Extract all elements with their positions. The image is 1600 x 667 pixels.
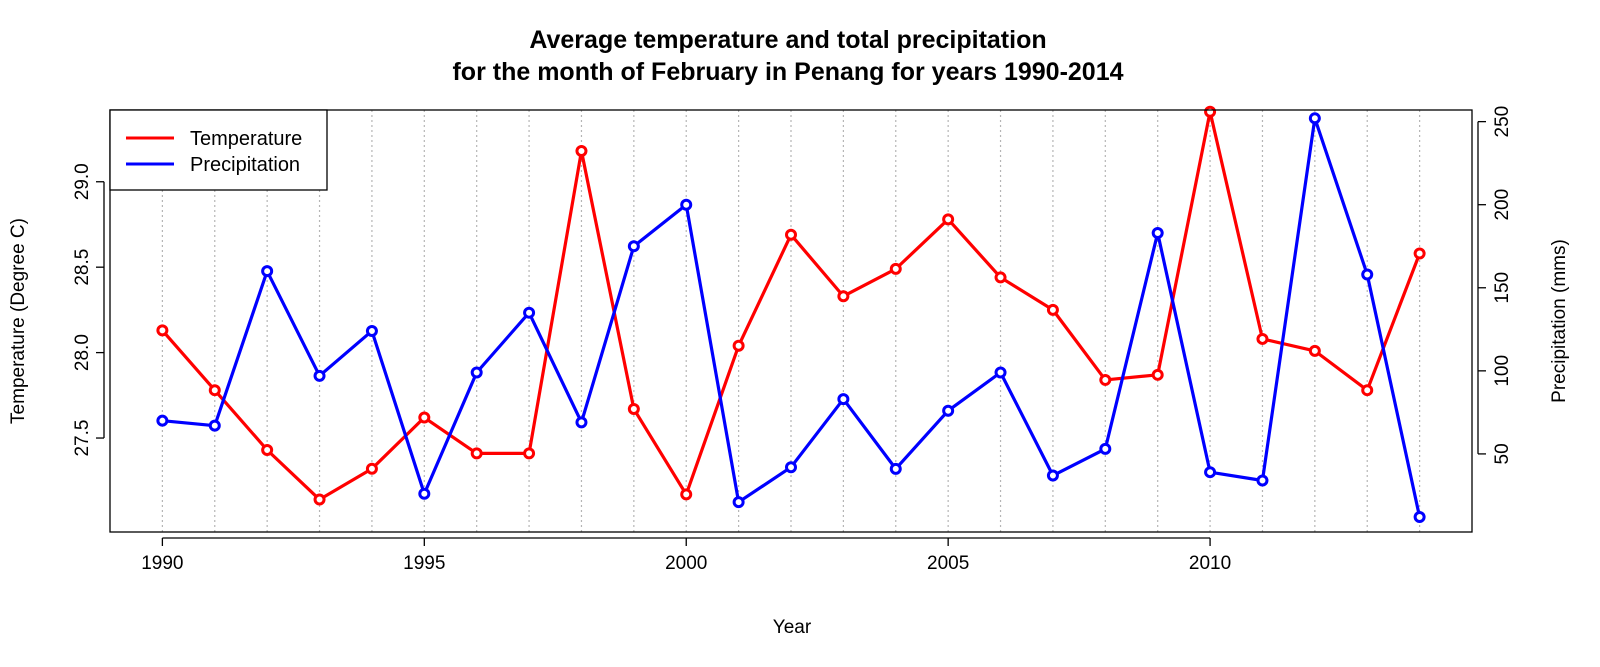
y-right-tick-label-250: 250 bbox=[1492, 106, 1513, 138]
x-tick-label-1990: 1990 bbox=[141, 553, 183, 574]
y-left-tick-label-28.5: 28.5 bbox=[72, 249, 93, 286]
point-precipitation-1991 bbox=[208, 419, 221, 432]
point-precipitation-1990 bbox=[156, 414, 169, 427]
y-axis-right: 50 100 150 200 250 bbox=[1477, 106, 1513, 464]
point-precipitation-1997 bbox=[523, 306, 536, 319]
point-precipitation-2005 bbox=[942, 404, 955, 417]
point-precipitation-2003 bbox=[837, 393, 850, 406]
x-tick-label-2005: 2005 bbox=[927, 553, 969, 574]
y-right-tick-label-200: 200 bbox=[1492, 189, 1513, 221]
point-temperature-2002 bbox=[785, 228, 797, 241]
point-precipitation-2013 bbox=[1361, 268, 1374, 281]
y-axis-right-label: Precipitation (mms) bbox=[1549, 239, 1570, 403]
point-precipitation-1999 bbox=[627, 240, 640, 253]
point-precipitation-1996 bbox=[470, 366, 483, 379]
point-temperature-1994 bbox=[365, 462, 378, 475]
point-precipitation-1995 bbox=[418, 487, 431, 500]
chart-title-line1: Average temperature and total precipitat… bbox=[529, 26, 1046, 54]
point-temperature-2009 bbox=[1151, 368, 1164, 381]
x-axis-label: Year bbox=[773, 617, 812, 638]
legend-label-temperature: Temperature bbox=[190, 128, 302, 150]
point-temperature-1995 bbox=[418, 411, 431, 424]
point-temperature-1997 bbox=[523, 447, 536, 460]
point-temperature-2001 bbox=[732, 339, 745, 352]
x-tick-label-2010: 2010 bbox=[1189, 553, 1231, 574]
point-temperature-2010 bbox=[1204, 105, 1217, 118]
point-temperature-2004 bbox=[889, 262, 902, 275]
point-precipitation-2006 bbox=[994, 366, 1007, 379]
point-temperature-2007 bbox=[1046, 303, 1059, 316]
y-right-tick-label-50: 50 bbox=[1492, 443, 1513, 464]
point-precipitation-1992 bbox=[261, 265, 274, 278]
point-precipitation-1993 bbox=[313, 369, 326, 382]
point-precipitation-2004 bbox=[889, 462, 902, 475]
point-temperature-1996 bbox=[470, 447, 483, 460]
legend-label-precipitation: Precipitation bbox=[190, 154, 300, 176]
point-precipitation-2001 bbox=[732, 496, 745, 509]
x-tick-label-1995: 1995 bbox=[403, 553, 445, 574]
series-group bbox=[156, 105, 1426, 524]
point-temperature-1999 bbox=[627, 402, 640, 415]
point-precipitation-2010 bbox=[1204, 466, 1217, 479]
point-temperature-2014 bbox=[1413, 247, 1426, 260]
point-precipitation-2012 bbox=[1308, 112, 1321, 125]
x-tick-label-2000: 2000 bbox=[665, 553, 707, 574]
point-temperature-2008 bbox=[1099, 373, 1112, 386]
point-precipitation-2008 bbox=[1099, 442, 1112, 455]
point-precipitation-2000 bbox=[680, 198, 693, 211]
point-precipitation-2002 bbox=[785, 461, 797, 474]
y-axis-left: 27.5 28.0 28.5 29.0 bbox=[72, 163, 105, 457]
y-right-tick-label-100: 100 bbox=[1492, 355, 1513, 387]
point-temperature-2003 bbox=[837, 290, 850, 303]
point-precipitation-1994 bbox=[365, 324, 378, 337]
point-precipitation-2009 bbox=[1151, 226, 1164, 239]
y-right-tick-label-150: 150 bbox=[1492, 272, 1513, 304]
point-temperature-1992 bbox=[261, 443, 274, 456]
point-temperature-2000 bbox=[680, 488, 693, 501]
legend-box bbox=[109, 109, 328, 191]
point-temperature-2006 bbox=[994, 271, 1007, 284]
point-precipitation-2011 bbox=[1256, 474, 1269, 487]
legend: Temperature Precipitation bbox=[109, 109, 328, 191]
y-left-tick-label-28.0: 28.0 bbox=[72, 334, 93, 371]
x-axis: 1990 1995 2000 2005 2010 bbox=[141, 537, 1231, 574]
point-precipitation-2007 bbox=[1046, 469, 1059, 482]
point-temperature-1998 bbox=[575, 145, 588, 158]
point-temperature-2013 bbox=[1361, 384, 1374, 397]
point-temperature-2011 bbox=[1256, 332, 1269, 345]
chart-title-line2: for the month of February in Penang for … bbox=[452, 58, 1123, 86]
y-axis-left-label: Temperature (Degree C) bbox=[8, 218, 29, 424]
vertical-grid bbox=[161, 110, 1421, 532]
y-left-tick-label-27.5: 27.5 bbox=[72, 420, 93, 457]
point-precipitation-1998 bbox=[575, 416, 588, 429]
point-temperature-1991 bbox=[208, 384, 221, 397]
point-temperature-1993 bbox=[313, 493, 326, 506]
point-temperature-2005 bbox=[942, 213, 955, 226]
plot-frame bbox=[109, 109, 1473, 533]
point-temperature-2012 bbox=[1308, 344, 1321, 357]
point-temperature-1990 bbox=[156, 324, 169, 337]
y-left-tick-label-29.0: 29.0 bbox=[72, 163, 93, 200]
point-precipitation-2014 bbox=[1413, 511, 1426, 524]
series-line-precipitation bbox=[160, 116, 1422, 519]
